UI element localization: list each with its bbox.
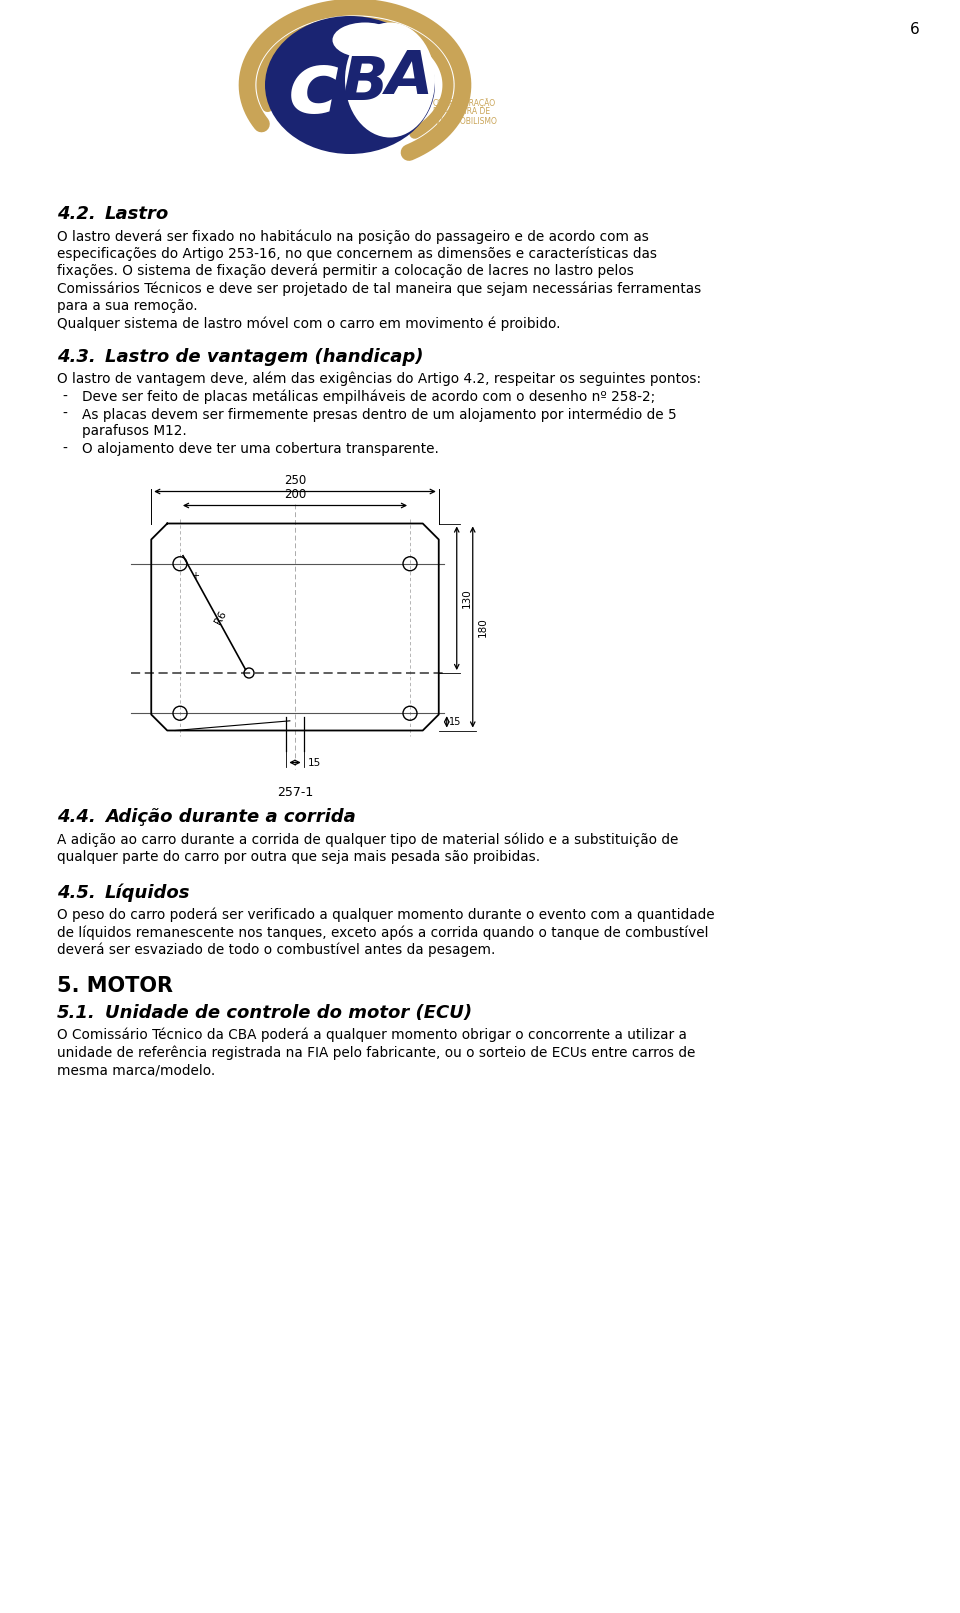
Text: parafusos M12.: parafusos M12. [82,424,187,439]
Text: -: - [62,389,67,403]
Text: 257-1: 257-1 [276,786,313,798]
Text: Qualquer sistema de lastro móvel com o carro em movimento é proibido.: Qualquer sistema de lastro móvel com o c… [57,316,561,331]
Text: Comissários Técnicos e deve ser projetado de tal maneira que sejam necessárias f: Comissários Técnicos e deve ser projetad… [57,282,701,297]
Ellipse shape [332,23,397,58]
Text: unidade de referência registrada na FIA pelo fabricante, ou o sorteio de ECUs en: unidade de referência registrada na FIA … [57,1045,695,1060]
Text: qualquer parte do carro por outra que seja mais pesada são proibidas.: qualquer parte do carro por outra que se… [57,850,540,865]
Text: Lastro: Lastro [105,205,169,223]
Text: R6: R6 [212,610,228,626]
Text: especificações do Artigo 253-16, no que concernem as dimensões e características: especificações do Artigo 253-16, no que … [57,247,657,261]
Text: O lastro de vantagem deve, além das exigências do Artigo 4.2, respeitar os segui: O lastro de vantagem deve, além das exig… [57,373,701,387]
Text: AUTOMOBILISMO: AUTOMOBILISMO [433,116,498,126]
Text: Adição durante a corrida: Adição durante a corrida [105,808,356,826]
Text: 130: 130 [462,589,471,608]
Text: 6: 6 [910,23,920,37]
Text: O alojamento deve ter uma cobertura transparente.: O alojamento deve ter uma cobertura tran… [82,442,439,456]
Ellipse shape [265,16,435,153]
Text: 15: 15 [448,716,461,727]
Text: 5.1.: 5.1. [57,1003,96,1023]
Text: O Comissário Técnico da CBA poderá a qualquer momento obrigar o concorrente a ut: O Comissário Técnico da CBA poderá a qua… [57,1027,686,1042]
Text: 4.3.: 4.3. [57,348,96,366]
Text: O peso do carro poderá ser verificado a qualquer momento durante o evento com a : O peso do carro poderá ser verificado a … [57,908,714,923]
Text: 5. MOTOR: 5. MOTOR [57,976,173,995]
Text: A: A [386,47,434,106]
Text: c: c [287,48,339,132]
Text: -: - [62,442,67,456]
Text: 4.2.: 4.2. [57,205,96,223]
Text: A adição ao carro durante a corrida de qualquer tipo de material sólido e a subs: A adição ao carro durante a corrida de q… [57,832,679,847]
Text: 200: 200 [284,489,306,502]
Text: Deve ser feito de placas metálicas empilháveis de acordo com o desenho nº 258-2;: Deve ser feito de placas metálicas empil… [82,389,656,403]
Text: 15: 15 [307,758,321,768]
Text: 4.5.: 4.5. [57,884,96,902]
Text: O lastro deverá ser fixado no habitáculo na posição do passageiro e de acordo co: O lastro deverá ser fixado no habitáculo… [57,229,649,244]
Text: Lastro de vantagem (handicap): Lastro de vantagem (handicap) [105,348,423,366]
Text: BRASILEIRA DE: BRASILEIRA DE [433,108,491,116]
Text: fixações. O sistema de fixação deverá permitir a colocação de lacres no lastro p: fixações. O sistema de fixação deverá pe… [57,265,634,279]
Text: 250: 250 [284,474,306,487]
Text: +: + [191,571,199,581]
Text: Unidade de controle do motor (ECU): Unidade de controle do motor (ECU) [105,1003,472,1023]
Text: Líquidos: Líquidos [105,884,190,902]
Text: para a sua remoção.: para a sua remoção. [57,298,198,313]
Text: 180: 180 [478,618,488,637]
Ellipse shape [345,23,435,137]
Text: mesma marca/modelo.: mesma marca/modelo. [57,1063,215,1077]
Text: deverá ser esvaziado de todo o combustível antes da pesagem.: deverá ser esvaziado de todo o combustív… [57,942,495,957]
Text: de líquidos remanescente nos tanques, exceto após a corrida quando o tanque de c: de líquidos remanescente nos tanques, ex… [57,924,708,939]
Text: As placas devem ser firmemente presas dentro de um alojamento por intermédio de : As placas devem ser firmemente presas de… [82,406,677,421]
Text: 4.4.: 4.4. [57,808,96,826]
Text: CONFEDERAÇÃO: CONFEDERAÇÃO [433,98,496,108]
Text: B: B [342,53,388,113]
Text: -: - [62,406,67,421]
